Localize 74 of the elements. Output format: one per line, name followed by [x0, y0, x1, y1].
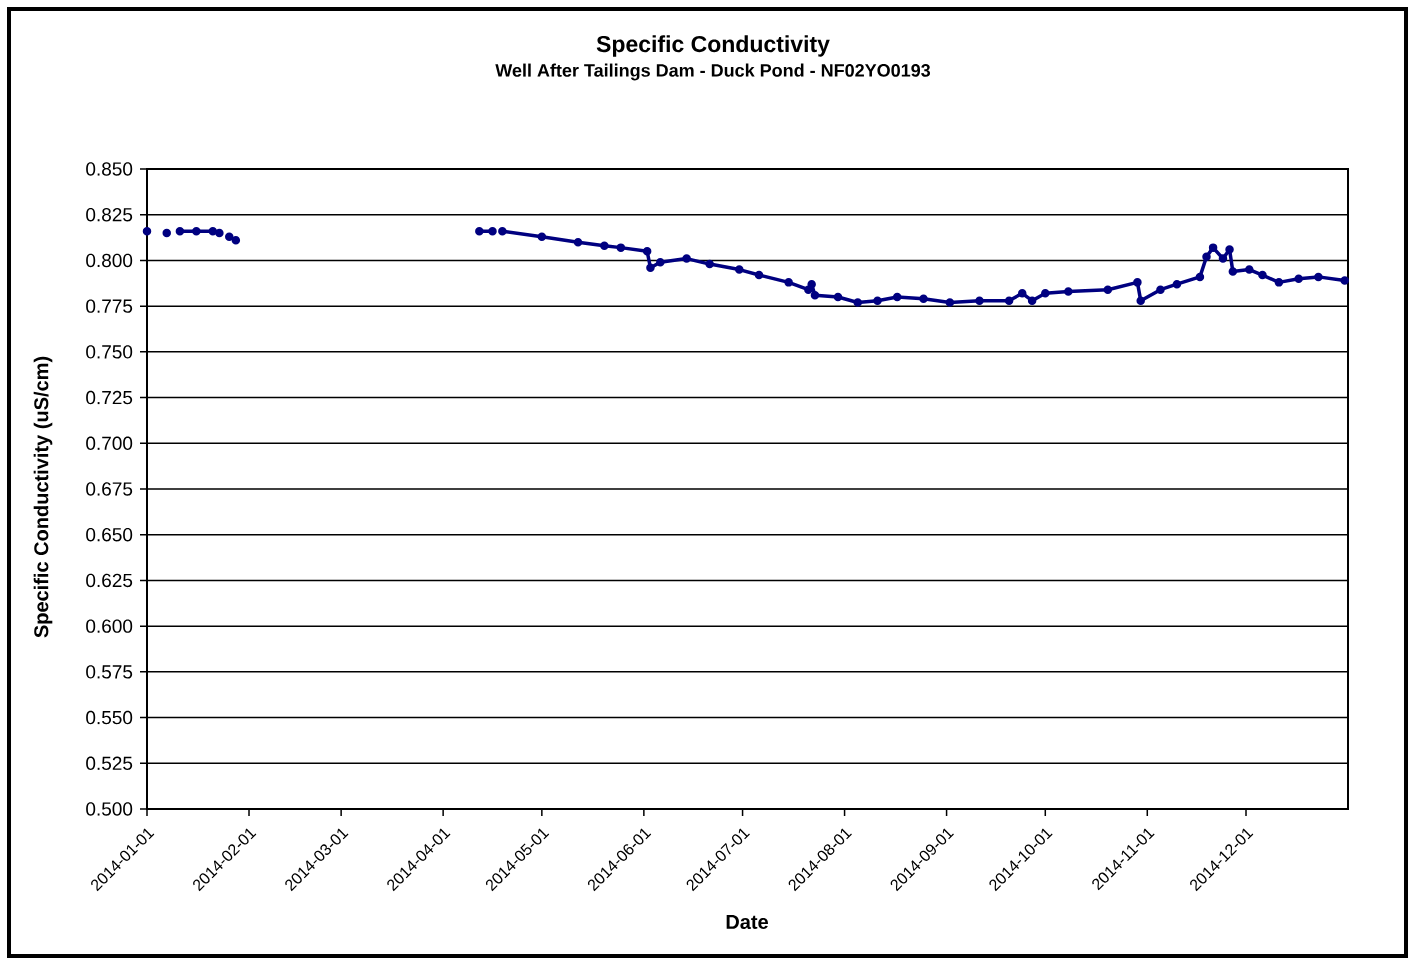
point: [1340, 276, 1349, 285]
point: [656, 258, 665, 267]
point: [162, 228, 171, 238]
y-tick-label: 0.750: [86, 345, 133, 359]
point: [231, 236, 241, 245]
point: [873, 296, 882, 305]
y-tick-label: 0.725: [86, 390, 133, 405]
point: [1258, 270, 1267, 280]
y-tick-label: 0.700: [86, 436, 133, 451]
y-tick-label: 0.600: [86, 619, 133, 633]
point: [1136, 296, 1145, 305]
point: [784, 278, 793, 287]
point: [225, 232, 234, 241]
point: [1274, 278, 1284, 287]
y-tick-label: 0.775: [86, 299, 133, 313]
point: [682, 254, 691, 263]
point: [616, 243, 626, 252]
point: [705, 259, 714, 269]
chart-title: Specific Conductivity: [596, 35, 830, 57]
point: [853, 298, 862, 307]
point: [1314, 272, 1323, 282]
y-tick-label: 0.850: [86, 162, 133, 176]
point: [475, 226, 484, 236]
point: [810, 290, 820, 300]
chart-subtitle: Well After Tailings Dam - Duck Pond - NF02YO0193: [495, 63, 931, 81]
point: [945, 298, 955, 307]
point: [1228, 267, 1238, 276]
point: [1218, 254, 1228, 263]
point: [1156, 285, 1165, 294]
y-tick-label: 0.500: [86, 802, 133, 816]
y-tick-label: 0.575: [86, 665, 133, 679]
y-tick-label: 0.550: [86, 710, 133, 725]
point: [646, 263, 655, 272]
point: [215, 228, 224, 238]
point: [1208, 243, 1218, 252]
point: [1172, 279, 1182, 289]
point: [573, 237, 583, 247]
x-axis-title: Date: [726, 915, 768, 929]
point: [498, 226, 507, 236]
y-tick-label: 0.650: [86, 527, 133, 542]
point: [1245, 265, 1254, 274]
point: [804, 285, 813, 294]
y-tick-label: 0.525: [86, 756, 133, 771]
point: [1064, 287, 1073, 296]
point: [1225, 245, 1234, 254]
point: [642, 247, 652, 256]
point: [192, 226, 201, 236]
point: [1133, 278, 1142, 287]
point: [892, 292, 902, 302]
point: [1018, 289, 1027, 298]
point: [537, 232, 547, 241]
point: [975, 296, 984, 305]
point: [175, 226, 185, 236]
point: [142, 226, 152, 236]
y-tick-label: 0.625: [86, 573, 133, 588]
point: [807, 279, 816, 289]
y-tick-label: 0.825: [86, 207, 133, 222]
point: [600, 241, 609, 251]
point: [1103, 285, 1113, 294]
point: [488, 226, 497, 236]
point: [208, 226, 218, 236]
y-tick-label: 0.800: [86, 253, 133, 268]
point: [1294, 274, 1303, 283]
point: [1202, 252, 1211, 262]
y-tick-label: 0.675: [86, 482, 133, 496]
y-axis-title: Specific Conductivity (uS/cm): [33, 356, 53, 638]
point: [1027, 296, 1037, 305]
point: [754, 270, 764, 280]
point: [1041, 289, 1050, 298]
point: [735, 265, 744, 274]
point: [833, 292, 843, 302]
point: [1004, 296, 1014, 305]
point: [919, 294, 928, 304]
point: [1195, 272, 1205, 282]
